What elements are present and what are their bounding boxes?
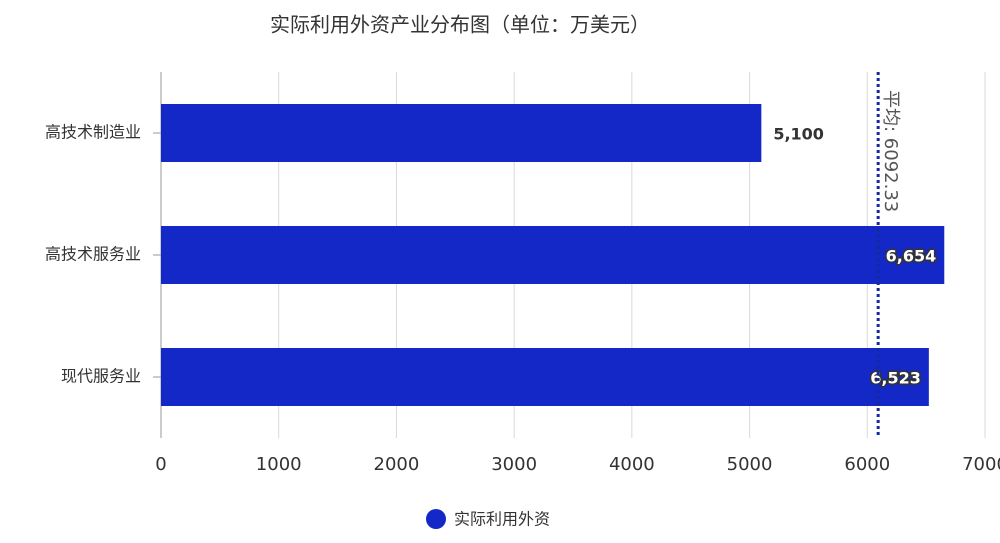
y-tick-label: 高技术制造业 [45, 123, 141, 142]
chart-title: 实际利用外资产业分布图（单位：万美元） [270, 13, 650, 37]
average-label: 平均: 6092.33 [880, 90, 901, 212]
x-tick-label: 5000 [727, 454, 773, 475]
x-tick-label: 1000 [256, 454, 302, 475]
x-tick-label: 0 [155, 454, 166, 475]
x-tick-label: 7000 [962, 454, 1000, 475]
x-tick-label: 6000 [844, 454, 890, 475]
value-label: 6,654 [886, 247, 937, 266]
x-tick-label: 3000 [491, 454, 537, 475]
bar [161, 226, 945, 284]
x-tick-label: 2000 [374, 454, 420, 475]
legend-label: 实际利用外资 [454, 510, 550, 529]
value-label: 6,523 [870, 369, 921, 388]
y-tick-label: 高技术服务业 [45, 245, 141, 264]
legend-marker [426, 509, 446, 529]
x-tick-label: 4000 [609, 454, 655, 475]
value-label: 5,100 [773, 125, 824, 144]
y-tick-label: 现代服务业 [61, 367, 141, 386]
bar [161, 104, 762, 162]
bar [161, 348, 929, 406]
